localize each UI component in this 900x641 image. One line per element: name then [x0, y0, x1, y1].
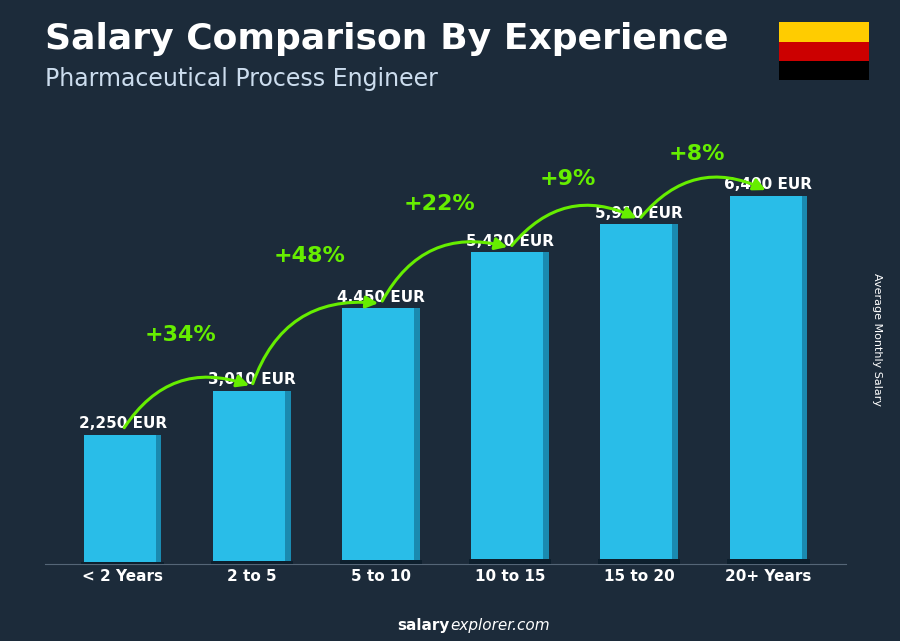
Bar [342, 308, 419, 564]
Bar [213, 391, 291, 564]
Text: Average Monthly Salary: Average Monthly Salary [872, 273, 883, 406]
Text: 5,910 EUR: 5,910 EUR [595, 206, 683, 221]
Bar [600, 224, 678, 564]
Text: explorer.com: explorer.com [450, 619, 550, 633]
Text: 3,010 EUR: 3,010 EUR [208, 372, 296, 387]
Text: +48%: +48% [274, 246, 346, 266]
Bar [472, 253, 549, 564]
Bar [672, 224, 678, 564]
Bar [778, 42, 868, 61]
Bar [730, 196, 807, 564]
Bar [727, 558, 810, 564]
Bar [156, 435, 161, 564]
Bar [598, 559, 680, 564]
Bar [469, 560, 552, 564]
Bar [339, 560, 422, 564]
Bar [285, 391, 291, 564]
Text: +9%: +9% [540, 169, 597, 189]
Text: 6,400 EUR: 6,400 EUR [724, 178, 813, 192]
Bar [778, 22, 868, 42]
Bar [211, 562, 293, 564]
Bar [778, 61, 868, 80]
Text: Salary Comparison By Experience: Salary Comparison By Experience [45, 22, 728, 56]
Bar [802, 196, 807, 564]
Text: +8%: +8% [669, 144, 725, 164]
Text: +22%: +22% [403, 194, 475, 213]
Text: salary: salary [398, 619, 450, 633]
Text: 4,450 EUR: 4,450 EUR [337, 290, 425, 304]
Text: 2,250 EUR: 2,250 EUR [78, 416, 166, 431]
Bar [81, 562, 164, 564]
Bar [84, 435, 161, 564]
Text: +34%: +34% [145, 326, 217, 345]
Text: Pharmaceutical Process Engineer: Pharmaceutical Process Engineer [45, 67, 438, 91]
Text: 5,420 EUR: 5,420 EUR [466, 234, 554, 249]
Bar [544, 253, 549, 564]
Bar [414, 308, 419, 564]
